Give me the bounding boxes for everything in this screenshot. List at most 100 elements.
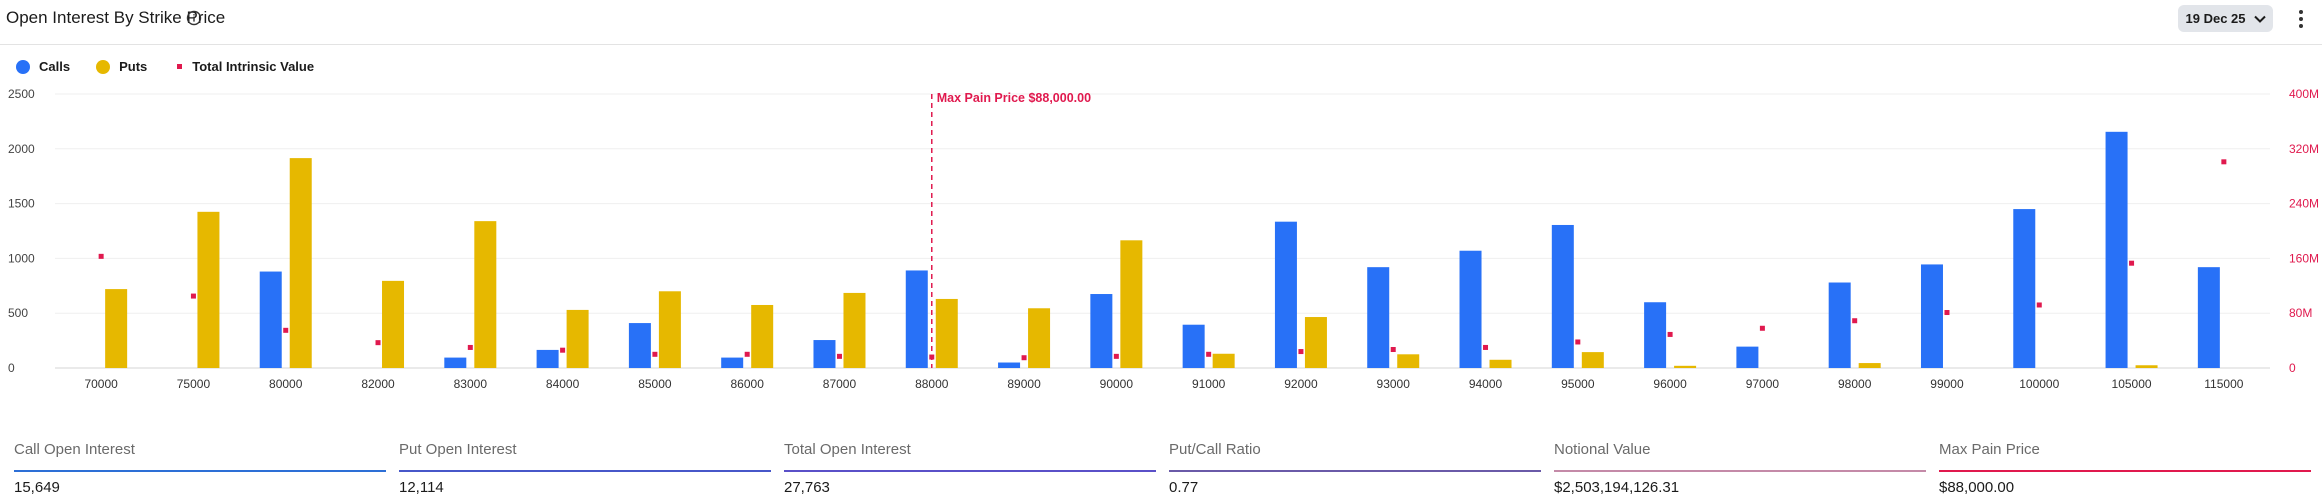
right-axis-tick-label: 320M — [2289, 142, 2319, 156]
legend-item-puts[interactable]: Puts — [96, 59, 147, 74]
x-axis-tick-label: 82000 — [361, 377, 395, 391]
stat-card: Call Open Interest 15,649 — [14, 441, 386, 496]
call-bar — [1367, 267, 1390, 368]
stat-card: Put/Call Ratio 0.77 — [1169, 441, 1541, 496]
put-bar — [1581, 352, 1604, 368]
legend-label-intrinsic: Total Intrinsic Value — [192, 59, 315, 74]
intrinsic-value-point — [1852, 318, 1858, 324]
x-axis-tick-label: 85000 — [638, 377, 672, 391]
intrinsic-value-point — [1390, 347, 1396, 353]
call-bar — [259, 271, 282, 368]
intrinsic-value-point — [1113, 353, 1119, 359]
put-bar — [1028, 308, 1051, 368]
call-bar — [813, 340, 836, 368]
stat-card: Max Pain Price $88,000.00 — [1939, 441, 2311, 496]
max-pain-label: Max Pain Price $88,000.00 — [937, 91, 1091, 105]
expiry-date-label: 19 Dec 25 — [2185, 11, 2246, 26]
call-bar — [998, 362, 1021, 368]
x-axis-tick-label: 89000 — [1007, 377, 1041, 391]
put-bar — [751, 304, 774, 368]
intrinsic-value-point — [560, 347, 566, 353]
x-axis-tick-label: 80000 — [269, 377, 303, 391]
stat-value: 12,114 — [399, 479, 444, 496]
intrinsic-value-point — [652, 351, 658, 357]
intrinsic-value-point — [283, 327, 289, 333]
call-bar — [1182, 324, 1205, 368]
stat-label: Total Open Interest — [784, 441, 911, 458]
intrinsic-value-point — [1483, 344, 1489, 350]
x-axis-tick-label: 88000 — [915, 377, 949, 391]
call-bar — [2197, 267, 2220, 368]
intrinsic-value-point — [1298, 349, 1304, 355]
stat-value: 27,763 — [784, 479, 830, 496]
put-bar — [197, 211, 220, 368]
call-bar — [444, 357, 467, 368]
more-options-icon[interactable] — [2296, 6, 2306, 32]
stat-label: Notional Value — [1554, 441, 1651, 458]
call-bar — [1551, 224, 1574, 368]
call-bar — [905, 270, 928, 368]
right-axis-tick-label: 0 — [2289, 361, 2296, 375]
right-axis-tick-label: 160M — [2289, 251, 2319, 265]
page-title: Open Interest By Strike Price — [6, 8, 226, 27]
stat-label: Max Pain Price — [1939, 441, 2040, 458]
x-axis-tick-label: 99000 — [1930, 377, 1964, 391]
expiry-date-dropdown[interactable]: 19 Dec 25 — [2178, 5, 2273, 32]
put-bar — [474, 221, 497, 368]
put-bar — [1489, 359, 1512, 368]
intrinsic-value-point — [1021, 355, 1027, 361]
x-axis-tick-label: 95000 — [1561, 377, 1595, 391]
put-bar — [566, 309, 589, 368]
intrinsic-value-point — [1575, 339, 1581, 345]
stat-card: Total Open Interest 27,763 — [784, 441, 1156, 496]
call-bar — [1090, 294, 1113, 368]
intrinsic-value-point — [1944, 310, 1950, 316]
call-bar — [1459, 250, 1482, 368]
x-axis-tick-label: 105000 — [2112, 377, 2152, 391]
left-axis-tick-label: 1000 — [8, 251, 35, 265]
header-bar: Open Interest By Strike Price 19 Dec 25 — [0, 0, 2322, 45]
left-axis-tick-label: 2500 — [8, 87, 35, 101]
stat-underline — [1554, 470, 1926, 472]
left-axis-tick-label: 1500 — [8, 197, 35, 211]
intrinsic-value-point — [467, 344, 473, 350]
right-axis-tick-label: 80M — [2289, 306, 2312, 320]
x-axis-tick-label: 93000 — [1377, 377, 1411, 391]
calls-swatch — [16, 59, 30, 74]
chevron-down-icon — [2253, 15, 2266, 23]
put-bar — [1397, 354, 1420, 368]
intrinsic-value-point — [744, 351, 750, 357]
put-bar — [1212, 353, 1235, 368]
legend-item-intrinsic[interactable]: Total Intrinsic Value — [173, 59, 314, 74]
call-bar — [1644, 302, 1667, 368]
intrinsic-value-point — [1206, 351, 1212, 357]
put-bar — [658, 291, 681, 368]
left-axis-tick-label: 500 — [8, 306, 28, 320]
stat-underline — [1169, 470, 1541, 472]
stat-card: Notional Value $2,503,194,126.31 — [1554, 441, 1926, 496]
call-bar — [1274, 221, 1297, 368]
legend-item-calls[interactable]: Calls — [16, 59, 70, 74]
x-axis-tick-label: 75000 — [177, 377, 211, 391]
stat-underline — [784, 470, 1156, 472]
x-axis-tick-label: 98000 — [1838, 377, 1872, 391]
stat-label: Call Open Interest — [14, 441, 135, 458]
x-axis-tick-label: 84000 — [546, 377, 580, 391]
intrinsic-value-point — [190, 293, 196, 299]
intrinsic-value-point — [2129, 260, 2135, 266]
x-axis-tick-label: 92000 — [1284, 377, 1318, 391]
x-axis-tick-label: 97000 — [1746, 377, 1780, 391]
stat-label: Put Open Interest — [399, 441, 517, 458]
put-bar — [289, 158, 312, 368]
stat-value: $88,000.00 — [1939, 479, 2015, 496]
intrinsic-value-point — [2221, 159, 2227, 165]
left-axis-tick-label: 2000 — [8, 142, 35, 156]
intrinsic-value-point — [375, 340, 381, 346]
left-axis-tick-label: 0 — [8, 361, 15, 375]
x-axis-tick-label: 96000 — [1653, 377, 1687, 391]
stat-value: 15,649 — [14, 479, 60, 496]
right-axis-tick-label: 400M — [2289, 87, 2319, 101]
info-icon[interactable] — [186, 10, 202, 26]
put-bar — [2135, 365, 2158, 368]
legend-label-puts: Puts — [119, 59, 148, 74]
